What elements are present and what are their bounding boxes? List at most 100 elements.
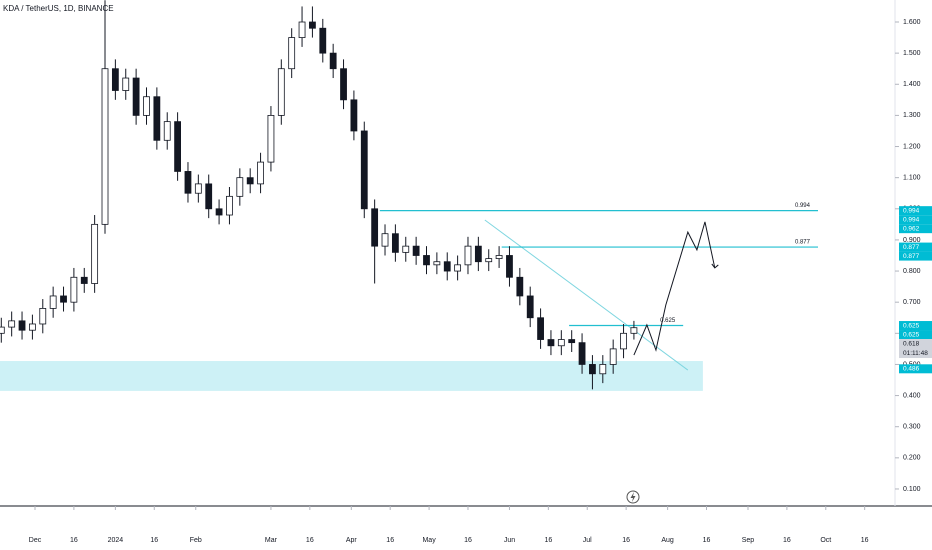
price-badge-label: 0.625 [903,331,920,338]
candle-body [70,276,78,303]
candle-body [578,342,586,365]
price-badge-label: 0.618 [903,340,920,347]
price-badge-label: 0.962 [903,226,920,233]
candle-body [381,233,389,247]
price-badge [899,330,932,340]
x-tick-label: May [422,537,436,544]
x-tick-label: 16 [544,537,552,544]
candle-body [298,21,306,38]
y-tick-label: 0.900 [903,237,921,244]
x-tick-label: Feb [190,537,202,544]
plot-area: 0.994 0.877 0.625 [0,0,818,391]
candle-body [495,255,503,260]
candle-body [547,339,555,347]
y-tick-label: 1.600 [903,19,921,26]
price-badge-label: 0.625 [903,322,920,329]
price-badge [899,251,932,261]
projection-path [633,221,716,356]
candle-body [609,348,617,365]
y-tick-label: 1.200 [903,143,921,150]
y-tick-label: 0.400 [903,392,921,399]
candle-body [412,245,420,256]
candle-body [277,68,285,116]
candle-body [433,261,441,266]
candle-body [423,255,430,266]
candle-body [226,195,233,216]
x-tick-label: 16 [703,537,711,544]
x-tick-label: 16 [306,537,314,544]
candle-body [101,68,109,225]
candle-body [329,52,337,70]
x-tick-label: 16 [861,537,869,544]
candle-body [402,245,410,253]
candle-body [184,171,192,194]
candle-body [18,320,26,331]
level-label: 0.877 [795,240,811,246]
y-tick-label: 0.300 [903,424,921,431]
candle-body [49,295,57,309]
candle-body [309,21,316,29]
x-tick-label: 16 [622,537,630,544]
price-badge [899,224,932,234]
price-badge [899,215,932,225]
candle-body [111,68,119,91]
demand-zone [0,361,703,391]
price-badge [899,364,932,374]
candle-body [215,208,223,216]
y-tick-label: 1.400 [903,81,921,88]
x-tick-label: Aug [661,537,674,544]
candle-body [122,77,130,91]
candle-body [153,96,161,141]
candle-body [340,68,347,101]
candle-body [8,320,16,328]
candle-body [194,183,202,194]
price-badge-label: 0.877 [903,244,920,251]
x-tick-label: Jun [504,537,515,544]
candle-body [163,121,171,141]
candle-body [288,37,296,70]
countdown-label: 01:11:48 [903,350,928,357]
candle-body [267,115,275,163]
x-tick-label: Sep [742,537,755,544]
candle-body [143,96,150,116]
candle-body [391,233,399,253]
candle-body [350,99,358,132]
candle-body [599,364,607,375]
y-tick-label: 0.200 [903,455,921,462]
candle-body [557,339,565,347]
candle-body [474,245,482,263]
x-tick-label: 16 [783,537,791,544]
chart-title: KDA / TetherUS, 1D, BINANCE [3,4,114,13]
candle-body [236,177,244,197]
y-tick-label: 0.100 [903,486,921,493]
candle-body [91,223,99,284]
price-badge-label: 0.486 [903,366,920,373]
price-badge [899,339,932,359]
candle-body [80,276,88,284]
candle-body [568,339,576,344]
candle-body [454,264,462,272]
level-label: 0.625 [660,318,676,324]
candle-body [516,276,524,297]
x-tick-label: 16 [150,537,158,544]
x-tick-label: Mar [265,537,278,544]
candle-body [360,130,368,210]
candle-body [29,323,36,331]
candle-body [443,261,451,272]
x-tick-label: Oct [820,537,831,544]
alert-icon[interactable] [626,490,640,504]
x-tick-label: 16 [464,537,472,544]
level-label: 0.994 [795,203,811,209]
projection-arrowhead [711,263,719,269]
candle-body [60,295,67,303]
candle-body [620,332,627,350]
y-tick-label: 0.800 [903,268,921,275]
price-badge [899,242,932,252]
price-badge-label: 0.994 [903,208,920,215]
price-badge [899,321,932,331]
x-tick-label: Jul [583,537,592,544]
candle-body [485,258,493,263]
x-tick-label: Dec [29,537,42,544]
candle-body [371,208,379,247]
candle-body [630,327,638,334]
